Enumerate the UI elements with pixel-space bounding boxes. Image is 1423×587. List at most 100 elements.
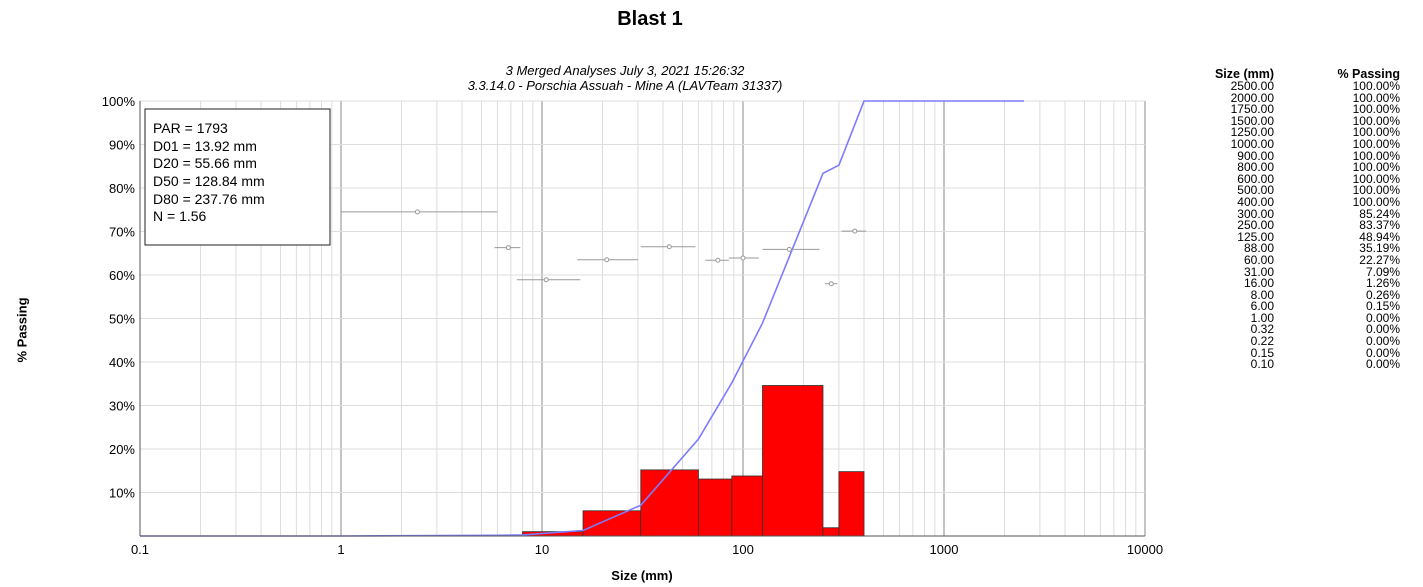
size-cell: 0.22	[1250, 334, 1274, 349]
y-tick-label: 60%	[109, 268, 135, 283]
y-tick-label: 20%	[109, 442, 135, 457]
table-row: 16.00 1.26%	[1180, 276, 1420, 291]
passing-curve-line	[140, 100, 1024, 537]
passing-cell: 0.26%	[1365, 287, 1400, 302]
size-cell: 900.00	[1237, 148, 1274, 163]
table-row: 800.00 100.00%	[1180, 160, 1420, 175]
x-tick-label: 1000	[930, 542, 959, 557]
table-body: 2500.00 100.00% 2000.00 100.00% 1750.00 100.0…	[1180, 80, 1420, 372]
x-tick-label: 1	[337, 542, 344, 557]
passing-cell: 100.00%	[1352, 90, 1400, 105]
stats-box: PAR = 1793 D01 = 13.92 mm D20 = 55.66 mm…	[144, 108, 331, 246]
size-cell: 1750.00	[1230, 102, 1274, 117]
passing-cell: 100.00%	[1352, 148, 1400, 163]
table-row: 0.15 0.00%	[1180, 345, 1420, 360]
stats-n: N = 1.56	[153, 208, 207, 224]
histogram-bar	[731, 475, 763, 537]
histogram-bar	[822, 527, 840, 537]
header-size: Size (mm)	[1214, 67, 1274, 81]
size-cell: 88.00	[1243, 241, 1274, 256]
histogram-bar	[582, 510, 642, 537]
table-row: 0.10 0.00%	[1180, 357, 1420, 372]
table-row: 88.00 35.19%	[1180, 243, 1420, 255]
header-passing: % Passing	[1337, 67, 1400, 81]
size-cell: 800.00	[1237, 160, 1274, 175]
stats-box-border	[144, 108, 331, 246]
y-tick-label: 70%	[109, 225, 135, 240]
histogram-bars	[522, 385, 865, 537]
size-cell: 1000.00	[1230, 136, 1274, 151]
axes	[139, 101, 1145, 537]
passing-cell: 100.00%	[1352, 194, 1400, 209]
size-cell: 300.00	[1237, 206, 1274, 221]
y-tick-label: 100%	[102, 94, 136, 109]
histogram-bar	[640, 469, 699, 537]
stats-par: PAR = 1793	[153, 120, 228, 136]
error-marker-point	[604, 257, 610, 263]
passing-cell: 0.00%	[1365, 345, 1400, 360]
stats-d50: D50 = 128.84 mm	[153, 173, 265, 189]
stats-d20: D20 = 55.66 mm	[153, 155, 257, 171]
table-row: 2500.00 100.00%	[1180, 80, 1420, 93]
table-row: 250.00 83.37%	[1180, 219, 1420, 232]
error-marker-point	[414, 209, 420, 215]
passing-cell: 35.19%	[1359, 241, 1400, 256]
y-tick-label: 10%	[109, 486, 135, 501]
table-row: 31.00 7.09%	[1180, 264, 1420, 279]
table-row: 600.00 100.00%	[1180, 173, 1420, 186]
size-cell: 500.00	[1237, 183, 1274, 198]
table-row: 1500.00 100.00%	[1180, 113, 1420, 128]
size-cell: 1.00	[1250, 310, 1274, 325]
passing-cell: 100.00%	[1352, 125, 1400, 140]
passing-cell: 100.00%	[1352, 183, 1400, 198]
size-cell: 0.15	[1250, 345, 1274, 360]
chart-area: 0.1 1 10 100 1000 10000 10% 20% 30% 40% 50% 60% 70% 8…	[102, 63, 1163, 557]
histogram-bar	[838, 471, 865, 537]
table-row: 0.32 0.00%	[1180, 324, 1420, 336]
passing-cell: 22.27%	[1359, 252, 1400, 267]
chart-title: Blast 1	[617, 8, 683, 30]
passing-cell: 7.09%	[1365, 264, 1400, 279]
error-marker-point	[715, 257, 721, 263]
x-tick-label: 10	[535, 542, 549, 557]
size-cell: 6.00	[1250, 299, 1274, 314]
stats-d80: D80 = 237.76 mm	[153, 191, 265, 207]
error-marker-point	[740, 255, 746, 261]
size-cell: 2000.00	[1230, 90, 1274, 105]
x-tick-label: 0.1	[131, 542, 149, 557]
size-cell: 0.10	[1250, 357, 1274, 372]
passing-cell: 48.94%	[1359, 229, 1400, 244]
table-row: 6.00 0.15%	[1180, 299, 1420, 314]
passing-cell: 100.00%	[1352, 102, 1400, 117]
size-cell: 8.00	[1250, 287, 1274, 302]
passing-cell: 0.00%	[1365, 310, 1400, 325]
table-row: 500.00 100.00%	[1180, 185, 1420, 197]
error-marker-point	[505, 245, 511, 251]
size-cell: 0.32	[1250, 322, 1274, 337]
passing-cell: 0.00%	[1365, 334, 1400, 349]
size-cell: 31.00	[1243, 264, 1274, 279]
table-row: 1750.00 100.00%	[1180, 102, 1420, 117]
size-cell: 16.00	[1243, 276, 1274, 291]
table-row: 1000.00 100.00%	[1180, 136, 1420, 151]
error-marker-point	[786, 246, 792, 252]
stats-d01: D01 = 13.92 mm	[153, 138, 257, 154]
passing-cell: 85.24%	[1359, 206, 1400, 221]
size-cell: 1250.00	[1230, 125, 1274, 140]
size-passing-table: Size (mm) % Passing 2500.00 100.00% 2000.0…	[1180, 68, 1420, 371]
size-cell: 60.00	[1243, 252, 1274, 267]
passing-cell: 100.00%	[1352, 160, 1400, 175]
table-row: 125.00 48.94%	[1180, 229, 1420, 244]
histogram-bar	[762, 385, 824, 537]
passing-cell: 100.00%	[1352, 113, 1400, 128]
table-row: 1.00 0.00%	[1180, 310, 1420, 325]
chart-subtitle-2: 3.3.14.0 - Porschia Assuah - Mine A (LAV…	[468, 78, 783, 93]
table-row: 1250.00 100.00%	[1180, 127, 1420, 139]
passing-cell: 0.15%	[1365, 299, 1400, 314]
chart-subtitle-1: 3 Merged Analyses July 3, 2021 15:26:32	[506, 63, 745, 78]
y-tick-label: 30%	[109, 399, 135, 414]
cumulative-curve	[140, 100, 1024, 537]
x-tick-label: 100	[732, 542, 754, 557]
size-cell: 400.00	[1237, 194, 1274, 209]
passing-cell: 100.00%	[1352, 136, 1400, 151]
